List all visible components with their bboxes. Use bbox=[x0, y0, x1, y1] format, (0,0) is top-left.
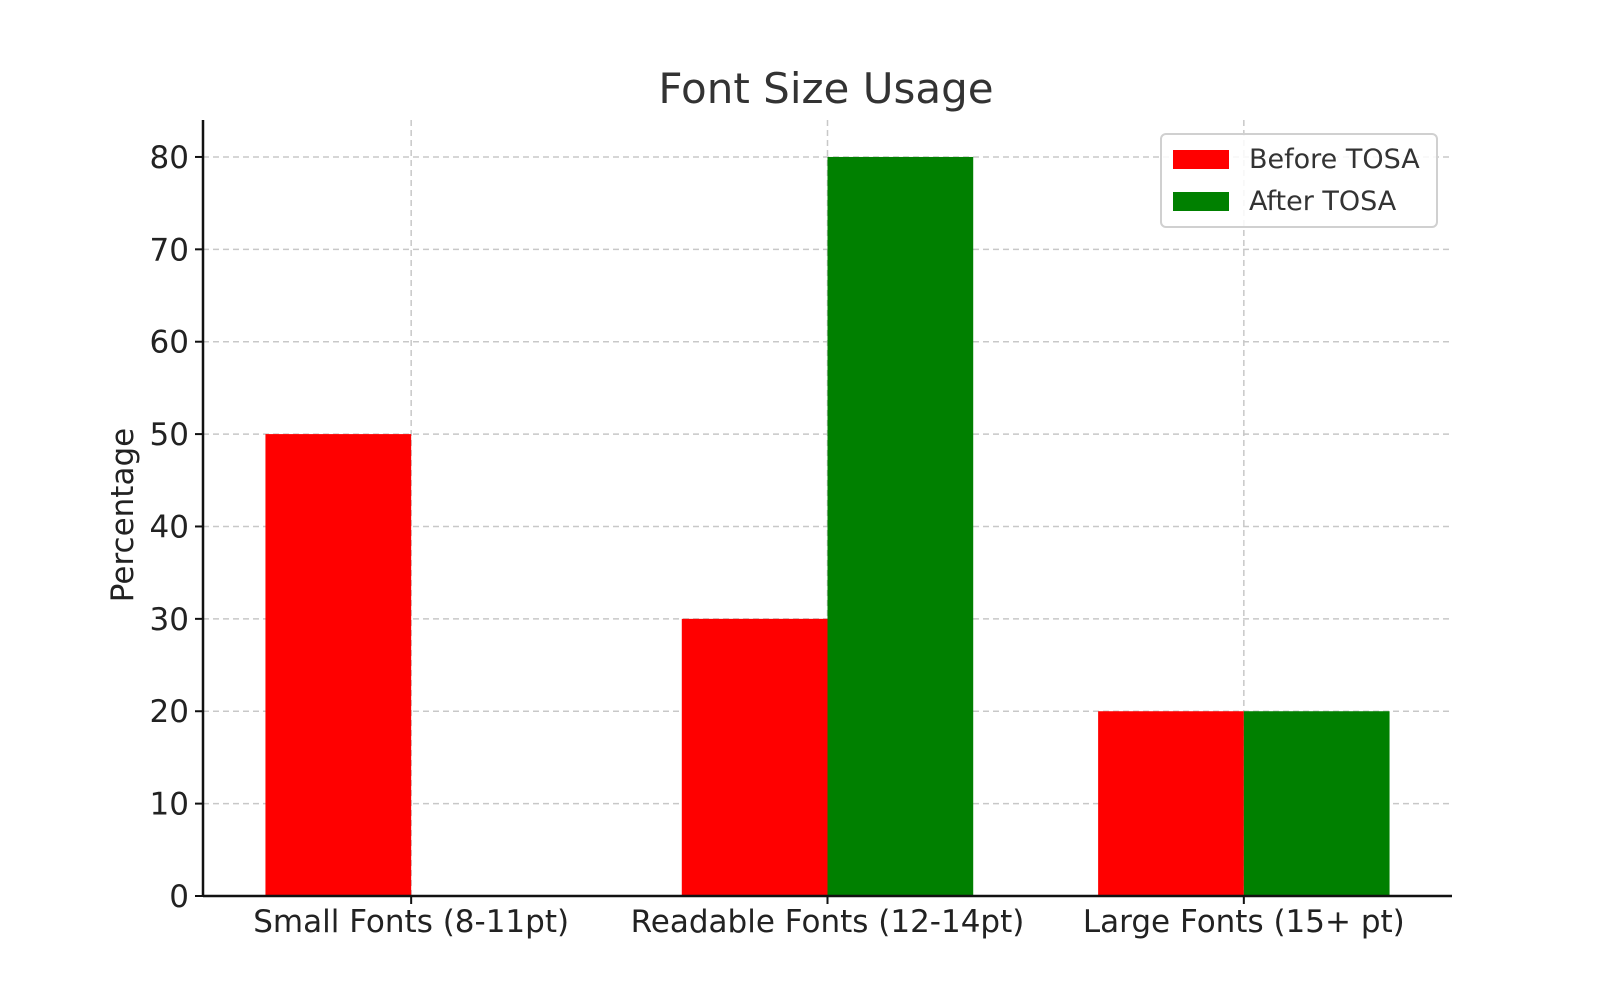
y-tick-label: 70 bbox=[150, 232, 189, 268]
bar-after-2 bbox=[1243, 711, 1390, 896]
x-tick-label: Small Fonts (8-11pt) bbox=[253, 904, 569, 940]
y-tick-label: 60 bbox=[150, 325, 189, 361]
y-tick-label: 50 bbox=[150, 417, 189, 453]
axes bbox=[195, 120, 1452, 904]
legend-swatch-1 bbox=[1173, 192, 1229, 211]
y-tick-label: 0 bbox=[169, 879, 189, 915]
y-tick-label: 40 bbox=[150, 509, 189, 545]
x-tick-label: Large Fonts (15+ pt) bbox=[1083, 904, 1405, 940]
legend-label-0: Before TOSA bbox=[1249, 144, 1420, 175]
bar-after-1 bbox=[827, 156, 974, 896]
x-tick-label: Readable Fonts (12-14pt) bbox=[631, 904, 1025, 940]
y-axis-label: Percentage bbox=[105, 428, 141, 602]
bar-before-0 bbox=[265, 434, 412, 896]
legend-label-1: After TOSA bbox=[1249, 186, 1397, 217]
bar-before-1 bbox=[681, 618, 828, 896]
chart-title: Font Size Usage bbox=[658, 64, 993, 113]
legend-box bbox=[1160, 133, 1438, 228]
legend: Before TOSA After TOSA bbox=[1160, 133, 1438, 228]
y-tick-label: 80 bbox=[150, 140, 189, 176]
y-tick-label: 10 bbox=[150, 787, 189, 823]
bar-before-2 bbox=[1098, 711, 1244, 896]
bars bbox=[265, 156, 1390, 896]
y-tick-label: 30 bbox=[150, 602, 189, 638]
legend-swatch-0 bbox=[1173, 150, 1229, 169]
tick-labels: 0 10 20 30 40 50 60 70 80 Small Fonts (8-11pt) Rea… bbox=[150, 140, 1405, 940]
y-tick-label: 20 bbox=[150, 694, 189, 730]
